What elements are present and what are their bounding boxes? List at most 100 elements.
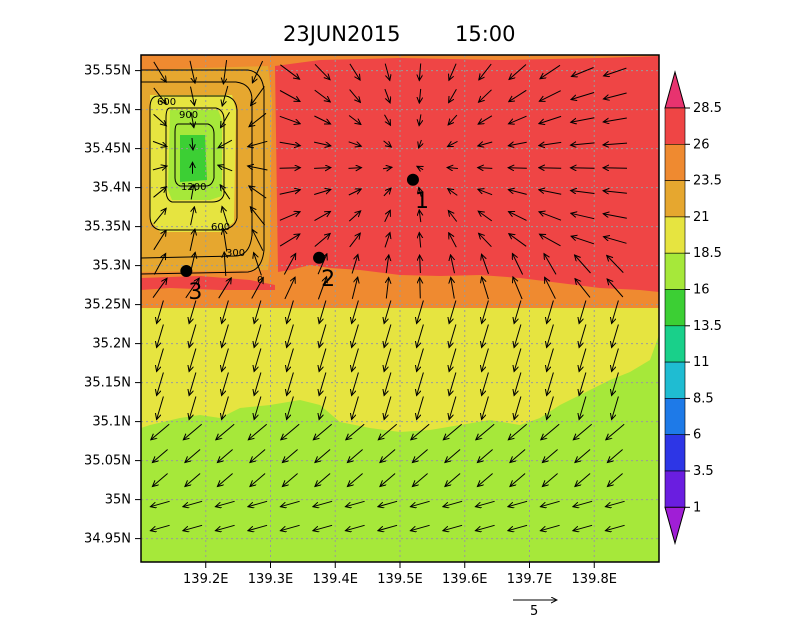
wind-vector-287	[215, 524, 235, 530]
wind-vector-266	[510, 473, 526, 487]
wind-vector-258	[250, 473, 266, 487]
wind-vector-51	[348, 141, 362, 146]
wind-vector-102	[539, 212, 562, 221]
wind-vector-150	[157, 300, 164, 324]
wind-vector-165	[157, 324, 164, 348]
wind-vector-23	[419, 88, 420, 103]
wind-vector-198	[254, 372, 262, 396]
wind-vector-191	[514, 348, 522, 372]
wind-vector-228	[248, 423, 268, 440]
wind-vector-168	[254, 324, 262, 348]
wind-vector-154	[287, 300, 294, 324]
field-red-strip	[141, 276, 275, 290]
wind-vector-257	[217, 473, 233, 487]
wind-vector-146	[513, 277, 523, 300]
wind-vector-160	[482, 300, 489, 324]
colorbar-top-arrow	[664, 70, 686, 109]
wind-vector-193	[579, 348, 587, 372]
wind-vector-27	[539, 90, 561, 102]
wind-vector-107	[223, 229, 227, 252]
wind-vector-186	[352, 348, 359, 372]
wind-vector-66	[348, 168, 362, 169]
wind-vector-108	[252, 229, 264, 251]
wind-vector-222	[547, 396, 554, 420]
wind-vector-58	[571, 143, 595, 145]
wind-vector-67	[382, 167, 392, 168]
title-date: 23JUN2015	[283, 22, 400, 46]
wind-vector-271	[183, 500, 203, 506]
wind-vector-144	[451, 277, 455, 299]
wind-vector-76	[191, 185, 194, 200]
wind-vector-106	[189, 229, 195, 252]
wind-vector-55	[478, 142, 493, 146]
wind-vector-105	[153, 230, 166, 251]
wind-vector-296	[508, 524, 528, 530]
wind-vector-230	[313, 423, 333, 440]
wind-vector-60	[152, 166, 167, 170]
wind-vector-131	[512, 254, 524, 275]
wind-vector-292	[378, 524, 398, 530]
wind-vector-75	[153, 187, 167, 198]
reference-vector-label: 5	[530, 604, 538, 618]
contour-label-600-top: 600	[157, 97, 176, 108]
wind-vector-225	[151, 423, 170, 440]
wind-vector-28	[571, 92, 595, 100]
wind-vector-117	[540, 234, 561, 247]
field-mountain-green	[180, 135, 207, 182]
wind-vector-7	[384, 63, 390, 81]
wind-vector-138	[251, 278, 264, 299]
wind-vector-199	[287, 372, 294, 396]
wind-vector-205	[482, 372, 489, 396]
wind-vector-179	[612, 324, 619, 348]
wind-vector-32	[221, 112, 230, 127]
site-marker-3	[180, 265, 193, 278]
wind-vector-194	[612, 348, 619, 372]
wind-vector-72	[539, 168, 562, 169]
wind-vector-183	[254, 348, 262, 372]
wind-vector-172	[384, 324, 392, 348]
wind-vector-299	[605, 524, 625, 530]
wind-vector-238	[573, 423, 593, 440]
wind-vector-78	[249, 186, 267, 199]
wind-vector-291	[345, 524, 365, 530]
wind-vector-16	[191, 86, 195, 106]
colorbar-label-11: 1	[693, 500, 701, 515]
wind-vector-33	[249, 112, 267, 126]
wind-vector-130	[482, 254, 489, 274]
wind-vector-192	[547, 348, 554, 372]
wind-vector-288	[248, 524, 268, 530]
wind-vector-155	[319, 300, 327, 324]
wind-vector-77	[220, 185, 231, 200]
wind-vector-85	[478, 189, 493, 196]
wind-vector-57	[539, 142, 562, 145]
wind-vector-29	[603, 92, 627, 99]
wind-vector-38	[419, 114, 421, 125]
wind-vector-252	[542, 449, 558, 463]
wind-vector-153	[254, 300, 262, 324]
wind-vector-162	[547, 300, 554, 324]
lat-tick-label-4: 35.35N	[84, 220, 131, 235]
wind-vector-180	[157, 348, 164, 372]
wind-vector-24	[449, 89, 457, 102]
colorbar-segment-8	[664, 398, 686, 435]
wind-vector-158	[417, 300, 424, 324]
wind-vector-25	[479, 89, 492, 102]
wind-vector-219	[449, 396, 457, 420]
wind-vector-20	[314, 89, 331, 102]
wind-vector-210	[157, 396, 164, 420]
wind-vector-50	[313, 141, 331, 146]
wind-vector-53	[419, 139, 422, 148]
wind-vector-103	[571, 213, 595, 220]
wind-vector-65	[314, 168, 331, 169]
contour-label-600-bottom: 600	[211, 222, 230, 233]
colorbar-label-8: 8.5	[693, 391, 714, 406]
wind-vector-62	[218, 165, 233, 172]
wind-vector-208	[579, 372, 587, 396]
wind-vector-181	[189, 348, 197, 372]
wind-vector-15	[153, 87, 166, 104]
colorbar-label-10: 3.5	[693, 464, 714, 479]
wind-vector-35	[314, 115, 330, 124]
wind-vector-282	[540, 500, 560, 506]
wind-vector-152	[222, 300, 229, 324]
